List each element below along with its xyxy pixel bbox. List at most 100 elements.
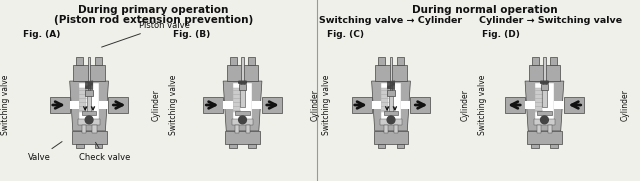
Bar: [72, 131, 106, 144]
Bar: [241, 57, 244, 92]
Bar: [79, 88, 86, 112]
Text: Cylinder: Cylinder: [461, 89, 470, 121]
Bar: [248, 57, 255, 65]
Bar: [410, 97, 430, 113]
Bar: [82, 125, 86, 133]
Bar: [383, 111, 398, 115]
Bar: [204, 97, 223, 113]
Bar: [375, 65, 407, 81]
Bar: [389, 96, 393, 113]
Bar: [534, 119, 555, 125]
Text: Switching valve: Switching valve: [322, 75, 331, 135]
Bar: [76, 57, 83, 65]
Bar: [92, 125, 97, 133]
Bar: [82, 111, 97, 115]
Bar: [233, 83, 252, 122]
Bar: [525, 102, 535, 109]
Text: Switching valve: Switching valve: [1, 75, 10, 135]
Bar: [548, 125, 552, 133]
Text: Fig. (C): Fig. (C): [326, 30, 364, 39]
Circle shape: [85, 116, 93, 124]
Bar: [70, 102, 79, 109]
Bar: [246, 125, 250, 133]
Bar: [229, 144, 237, 148]
Bar: [537, 111, 552, 115]
Bar: [88, 57, 90, 98]
Bar: [529, 65, 561, 81]
Bar: [227, 65, 259, 81]
Bar: [542, 90, 547, 107]
Circle shape: [387, 116, 395, 124]
Circle shape: [541, 116, 548, 124]
Bar: [50, 97, 70, 113]
Bar: [527, 131, 562, 144]
Bar: [252, 102, 262, 109]
Text: Cylinder: Cylinder: [152, 89, 161, 121]
Text: During normal operation: During normal operation: [412, 5, 558, 15]
Bar: [550, 57, 557, 65]
Bar: [378, 144, 385, 148]
Bar: [85, 90, 93, 96]
Bar: [531, 144, 539, 148]
Text: Fig. (B): Fig. (B): [173, 30, 211, 39]
Text: Cylinder: Cylinder: [621, 89, 630, 121]
Bar: [99, 102, 109, 109]
Text: Switching valve: Switching valve: [477, 75, 486, 135]
Bar: [394, 125, 399, 133]
Bar: [235, 125, 239, 133]
Text: Check valve: Check valve: [79, 142, 131, 162]
Bar: [397, 144, 404, 148]
Text: Switching valve: Switching valve: [169, 75, 178, 135]
Bar: [506, 97, 525, 113]
Polygon shape: [525, 81, 564, 131]
Text: During primary operation: During primary operation: [78, 5, 228, 15]
Bar: [230, 57, 237, 65]
Circle shape: [239, 116, 246, 124]
Bar: [387, 90, 395, 96]
Bar: [378, 57, 385, 65]
Bar: [79, 119, 100, 125]
Bar: [225, 131, 260, 144]
Bar: [232, 119, 253, 125]
Bar: [109, 97, 128, 113]
Bar: [390, 57, 392, 98]
Bar: [239, 84, 246, 90]
Bar: [381, 88, 388, 112]
Bar: [374, 131, 408, 144]
Bar: [543, 57, 546, 92]
Bar: [397, 57, 404, 65]
Text: Piston valve: Piston valve: [102, 21, 189, 47]
Bar: [76, 144, 83, 148]
Text: Cylinder → Switching valve: Cylinder → Switching valve: [479, 16, 622, 25]
Polygon shape: [70, 81, 109, 131]
Text: Cylinder: Cylinder: [310, 89, 319, 121]
Bar: [532, 57, 539, 65]
Bar: [541, 84, 548, 90]
Bar: [401, 102, 410, 109]
Bar: [550, 144, 557, 148]
Bar: [95, 144, 102, 148]
Bar: [537, 125, 541, 133]
Bar: [372, 102, 381, 109]
Bar: [381, 83, 401, 122]
Bar: [241, 90, 244, 107]
Text: Valve: Valve: [28, 142, 62, 162]
Polygon shape: [223, 81, 262, 131]
Bar: [383, 125, 388, 133]
Bar: [87, 96, 92, 113]
Bar: [248, 144, 256, 148]
Bar: [73, 65, 105, 81]
Bar: [233, 88, 240, 112]
Bar: [535, 83, 554, 122]
Text: Fig. (D): Fig. (D): [482, 30, 520, 39]
Polygon shape: [372, 81, 410, 131]
Text: (Piston rod extension prevention): (Piston rod extension prevention): [54, 15, 253, 25]
Text: Fig. (A): Fig. (A): [23, 30, 60, 39]
Bar: [564, 97, 584, 113]
Bar: [352, 97, 372, 113]
Bar: [380, 119, 402, 125]
Text: Switching valve → Cylinder: Switching valve → Cylinder: [319, 16, 463, 25]
Bar: [223, 102, 233, 109]
Bar: [235, 111, 250, 115]
Bar: [262, 97, 282, 113]
